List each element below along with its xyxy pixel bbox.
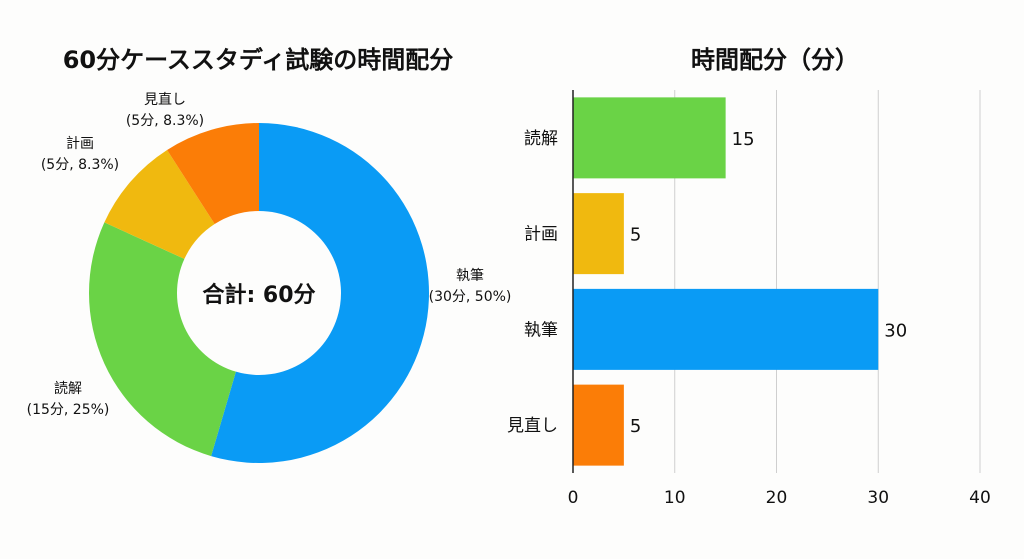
- bar-3: [573, 288, 879, 370]
- bar-value-label: 5: [630, 225, 641, 246]
- bar-2: [573, 193, 624, 275]
- slice-detail: (30分, 50%): [429, 289, 512, 305]
- bar-4: [573, 384, 624, 466]
- slice-label: 執筆: [456, 268, 484, 284]
- bar-title: 時間配分（分）: [691, 46, 859, 74]
- bar-value-label: 30: [884, 320, 907, 341]
- x-tick-label: 30: [867, 488, 889, 508]
- bar-chart: 0 10 20 30 40 読解 15 計画 5 執筆 30 見直し 5: [507, 90, 991, 508]
- y-category-label: 読解: [524, 129, 558, 149]
- x-tick-label: 20: [766, 488, 788, 508]
- slice-label: 計画: [66, 136, 94, 152]
- bar-1: [573, 97, 726, 179]
- donut-center-label: 合計: 60分: [202, 282, 315, 308]
- donut-chart: 執筆 (30分, 50%) 読解 (15分, 25%) 計画 (5分, 8.3%) 見直し (…: [27, 91, 512, 463]
- donut-slice-1: [211, 123, 429, 463]
- donut-slice-3: [104, 149, 215, 259]
- donut-slice-4: [167, 123, 259, 225]
- slice-detail: (5分, 8.3%): [41, 157, 119, 173]
- x-tick-label: 40: [969, 488, 991, 508]
- x-tick-label: 0: [568, 488, 579, 508]
- slice-label: 読解: [54, 380, 82, 397]
- donut-title: 60分ケーススタディ試験の時間配分: [63, 46, 454, 74]
- bar-value-label: 5: [630, 416, 641, 437]
- y-category-label: 見直し: [507, 416, 558, 436]
- slice-detail: (5分, 8.3%): [126, 113, 204, 129]
- slice-label: 見直し: [144, 91, 186, 108]
- x-tick-label: 10: [664, 488, 686, 508]
- donut-slice-2: [88, 222, 236, 457]
- y-category-label: 計画: [524, 225, 558, 245]
- slice-detail: (15分, 25%): [27, 402, 110, 418]
- bar-value-label: 15: [732, 129, 755, 150]
- y-category-label: 執筆: [524, 320, 558, 340]
